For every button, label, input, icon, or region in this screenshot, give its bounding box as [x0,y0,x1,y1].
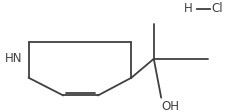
Text: H: H [184,2,193,15]
Text: HN: HN [5,52,22,65]
Text: OH: OH [161,100,179,111]
Text: Cl: Cl [211,2,223,15]
